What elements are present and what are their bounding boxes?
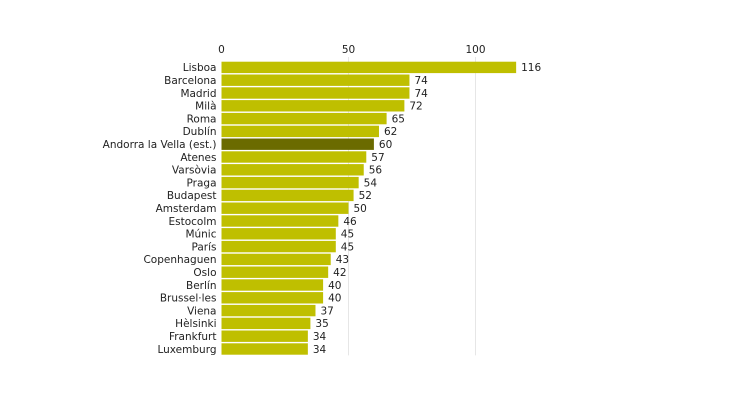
value-label: 34 [313, 344, 327, 356]
category-label: Frankfurt [169, 331, 217, 343]
value-label: 46 [343, 216, 357, 228]
bar [221, 330, 308, 342]
category-label: Brussel·les [160, 293, 217, 305]
bar [221, 343, 308, 355]
bar [221, 125, 379, 138]
value-label: 74 [414, 88, 428, 100]
category-label: Dublín [183, 126, 217, 138]
value-label: 40 [328, 293, 341, 305]
value-label: 52 [359, 190, 372, 202]
bar [221, 202, 349, 214]
category-label: Atenes [180, 152, 216, 164]
x-axis-ticks: 0 50 100 [218, 44, 485, 56]
bar [221, 279, 324, 291]
category-label: París [192, 241, 217, 253]
value-labels: 1167474726562605756545250464545434240403… [313, 62, 542, 356]
bar [221, 266, 329, 278]
category-labels: LisboaBarcelonaMadridMilàRomaDublínAndor… [103, 62, 217, 356]
category-label: Copenhaguen [143, 254, 216, 266]
bar [221, 304, 316, 317]
value-label: 34 [313, 331, 327, 343]
bar [221, 228, 336, 240]
category-label: Roma [187, 113, 217, 125]
value-label: 72 [409, 101, 422, 113]
category-label: Estocolm [169, 216, 217, 228]
category-label: Oslo [193, 267, 216, 279]
value-label: 50 [354, 203, 367, 215]
x-tick-label: 50 [342, 44, 355, 56]
category-label: Barcelona [164, 75, 216, 87]
category-label: Milà [195, 101, 216, 113]
bar [221, 151, 367, 163]
value-label: 74 [414, 75, 428, 87]
value-label: 54 [364, 177, 378, 189]
value-label: 35 [315, 318, 328, 330]
value-label: 116 [521, 62, 541, 74]
bar [221, 253, 331, 266]
value-label: 45 [341, 229, 354, 241]
bar [221, 87, 410, 99]
category-label: Luxemburg [157, 344, 216, 356]
bar [221, 240, 336, 253]
bar [221, 112, 387, 125]
bar [221, 292, 324, 304]
value-label: 56 [369, 165, 383, 177]
value-label: 42 [333, 267, 346, 279]
bar [221, 215, 339, 227]
bar [221, 317, 311, 330]
category-label: Amsterdam [156, 203, 217, 215]
value-label: 43 [336, 254, 349, 266]
category-label: Hèlsinki [175, 318, 216, 330]
category-label: Andorra la Vella (est.) [103, 139, 217, 151]
bar [221, 61, 517, 74]
bar [221, 138, 374, 150]
category-label: Madrid [180, 88, 216, 100]
category-label: Berlín [186, 280, 216, 292]
value-label: 40 [328, 280, 341, 292]
bar [221, 164, 364, 176]
bar [221, 100, 405, 112]
bar [221, 74, 410, 86]
category-label: Praga [187, 177, 217, 189]
value-label: 45 [341, 241, 354, 253]
bars [221, 61, 517, 355]
bar [221, 189, 354, 202]
category-label: Viena [187, 305, 216, 317]
value-label: 62 [384, 126, 397, 138]
x-tick-label: 0 [218, 44, 225, 56]
bar [221, 176, 359, 189]
category-label: Budapest [167, 190, 217, 202]
category-label: Varsòvia [172, 165, 217, 177]
category-label: Lisboa [183, 62, 217, 74]
value-label: 37 [320, 305, 333, 317]
value-label: 57 [371, 152, 384, 164]
x-tick-label: 100 [465, 44, 485, 56]
value-label: 65 [392, 113, 405, 125]
value-label: 60 [379, 139, 392, 151]
category-label: Múnic [185, 229, 216, 241]
